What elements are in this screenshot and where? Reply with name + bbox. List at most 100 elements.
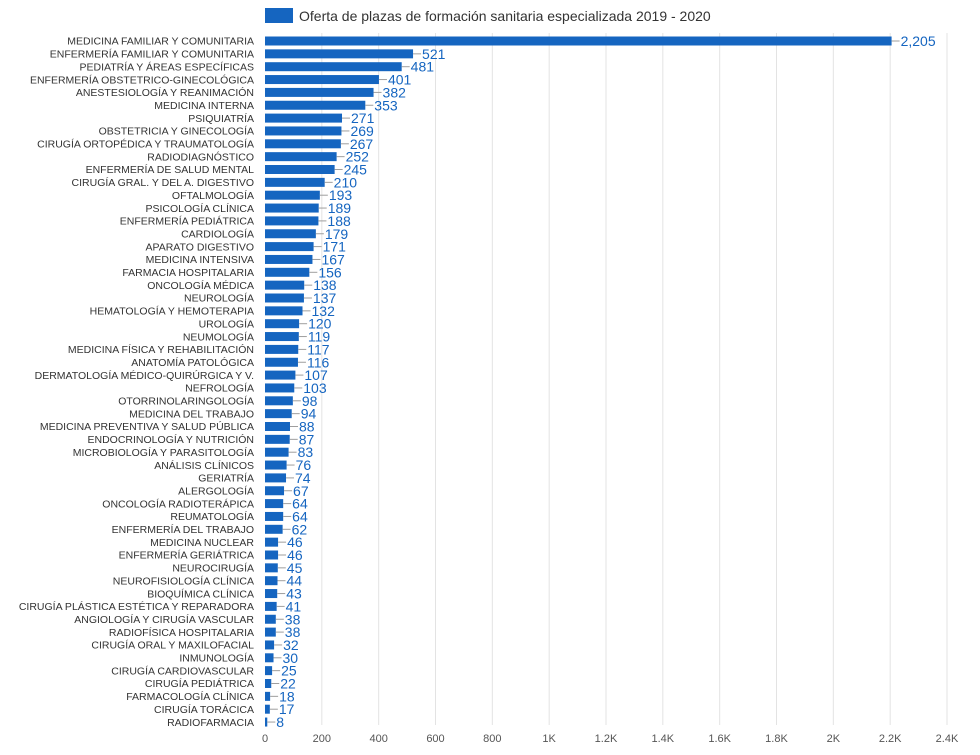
category-label: ANÁLISIS CLÍNICOS bbox=[154, 459, 254, 472]
bar[interactable] bbox=[265, 87, 374, 97]
category-label: OTORRINOLARINGOLOGÍA bbox=[118, 395, 254, 408]
bar[interactable] bbox=[265, 640, 275, 650]
category-label: ANGIOLOGÍA Y CIRUGÍA VASCULAR bbox=[74, 613, 254, 626]
bar[interactable] bbox=[265, 422, 291, 431]
legend-swatch[interactable] bbox=[265, 8, 293, 23]
bar[interactable] bbox=[265, 152, 337, 162]
bar[interactable] bbox=[265, 576, 278, 586]
bar[interactable] bbox=[265, 691, 271, 701]
x-tick-label: 200 bbox=[313, 733, 331, 745]
legend-label[interactable]: Oferta de plazas de formación sanitaria … bbox=[299, 8, 711, 24]
bar[interactable] bbox=[265, 653, 274, 663]
value-label: 252 bbox=[346, 149, 370, 165]
bar[interactable] bbox=[265, 357, 298, 367]
value-label: 103 bbox=[303, 380, 327, 396]
bar[interactable] bbox=[265, 306, 303, 316]
value-label: 2,205 bbox=[901, 33, 936, 49]
bar[interactable] bbox=[265, 113, 343, 123]
category-label: MICROBIOLOGÍA Y PARASITOLOGÍA bbox=[73, 446, 254, 459]
bar[interactable] bbox=[265, 499, 284, 509]
bar[interactable] bbox=[265, 614, 276, 624]
bar[interactable] bbox=[265, 383, 295, 393]
bar[interactable] bbox=[265, 242, 314, 252]
category-label: MEDICINA INTENSIVA bbox=[146, 254, 254, 266]
bar[interactable] bbox=[265, 447, 289, 457]
category-label: FARMACOLOGÍA CLÍNICA bbox=[126, 690, 254, 703]
bar[interactable] bbox=[265, 396, 293, 406]
bar[interactable] bbox=[265, 524, 283, 534]
bar[interactable] bbox=[265, 550, 279, 560]
value-label: 83 bbox=[298, 444, 314, 460]
bar[interactable] bbox=[265, 203, 319, 213]
bar[interactable] bbox=[265, 537, 279, 547]
value-label: 30 bbox=[283, 650, 299, 666]
bar[interactable] bbox=[265, 460, 287, 470]
category-label: OFTALMOLOGÍA bbox=[172, 189, 254, 202]
bar[interactable] bbox=[265, 293, 304, 303]
bar[interactable] bbox=[265, 434, 290, 444]
bar[interactable] bbox=[265, 666, 273, 676]
bar[interactable] bbox=[265, 165, 335, 174]
category-label: PEDIATRÍA Y ÁREAS ESPECÍFICAS bbox=[80, 60, 254, 73]
category-label: MEDICINA DEL TRABAJO bbox=[129, 408, 254, 420]
bar[interactable] bbox=[265, 49, 414, 59]
value-label: 193 bbox=[329, 187, 353, 203]
bar[interactable] bbox=[265, 344, 299, 354]
category-label: NEUMOLOGÍA bbox=[183, 330, 254, 343]
bar[interactable] bbox=[265, 139, 341, 149]
category-label: DERMATOLOGÍA MÉDICO-QUIRÚRGICA Y V. bbox=[35, 369, 254, 382]
category-label: FARMACIA HOSPITALARIA bbox=[122, 267, 254, 279]
bar[interactable] bbox=[265, 267, 310, 277]
category-label: RADIODIAGNÓSTICO bbox=[147, 150, 254, 163]
bar[interactable] bbox=[265, 62, 402, 72]
category-label: ONCOLOGÍA MÉDICA bbox=[147, 279, 254, 292]
value-label: 167 bbox=[321, 251, 345, 267]
bar[interactable] bbox=[265, 601, 277, 611]
value-label: 521 bbox=[422, 46, 446, 62]
bar[interactable] bbox=[265, 563, 278, 573]
bar[interactable] bbox=[265, 627, 276, 637]
bar[interactable] bbox=[265, 75, 379, 85]
bar[interactable] bbox=[265, 370, 296, 380]
bar[interactable] bbox=[265, 704, 270, 714]
category-label: ENFERMERÍA OBSTETRICO-GINECOLÓGICA bbox=[30, 73, 254, 86]
bar[interactable] bbox=[265, 190, 320, 200]
bar[interactable] bbox=[265, 409, 292, 419]
bar[interactable] bbox=[265, 177, 325, 187]
bar[interactable] bbox=[265, 216, 319, 226]
bar[interactable] bbox=[265, 254, 313, 264]
bar[interactable] bbox=[265, 486, 285, 496]
x-tick-label: 1.2K bbox=[595, 733, 618, 745]
category-label: CIRUGÍA ORTOPÉDICA Y TRAUMATOLOGÍA bbox=[37, 138, 254, 151]
value-label: 64 bbox=[292, 508, 308, 524]
bar[interactable] bbox=[265, 229, 316, 239]
bar[interactable] bbox=[265, 717, 268, 727]
category-label: ENFERMERÍA GERIÁTRICA bbox=[119, 549, 254, 562]
category-label: ANESTESIOLOGÍA Y REANIMACIÓN bbox=[76, 86, 254, 99]
value-label: 132 bbox=[312, 303, 336, 319]
value-label: 22 bbox=[280, 676, 296, 692]
value-label: 267 bbox=[350, 136, 374, 152]
bar[interactable] bbox=[265, 126, 342, 136]
legend[interactable]: Oferta de plazas de formación sanitaria … bbox=[265, 8, 711, 24]
bar[interactable] bbox=[265, 280, 305, 290]
value-label: 382 bbox=[383, 84, 407, 100]
x-axis-tick-labels: 0 200 400 600 800 1K 1.2K 1.4K 1.6K 1.8K 2K 2.2K 2.4… bbox=[262, 733, 959, 745]
bar[interactable] bbox=[265, 319, 300, 329]
value-label: 481 bbox=[411, 59, 435, 75]
value-label: 189 bbox=[328, 200, 352, 216]
bar[interactable] bbox=[265, 511, 284, 521]
value-label: 210 bbox=[334, 174, 358, 190]
bar[interactable] bbox=[265, 589, 278, 599]
category-label: RADIOFARMACIA bbox=[167, 717, 254, 729]
value-label: 67 bbox=[293, 483, 309, 499]
category-label: OBSTETRICIA Y GINECOLOGÍA bbox=[99, 125, 254, 138]
value-label: 117 bbox=[307, 341, 330, 357]
bar[interactable] bbox=[265, 36, 892, 46]
bar[interactable] bbox=[265, 100, 366, 110]
bar[interactable] bbox=[265, 473, 287, 483]
x-tick-label: 1.4K bbox=[652, 733, 675, 745]
bar[interactable] bbox=[265, 679, 272, 688]
bar[interactable] bbox=[265, 332, 299, 342]
